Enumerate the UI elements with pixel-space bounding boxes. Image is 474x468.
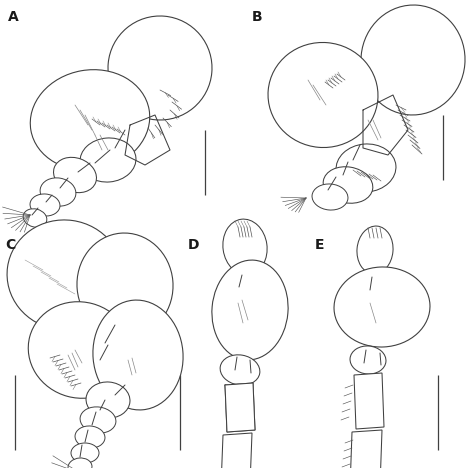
Text: C: C	[5, 238, 15, 252]
Text: D: D	[188, 238, 200, 252]
Polygon shape	[350, 430, 382, 468]
Ellipse shape	[350, 346, 386, 374]
Ellipse shape	[223, 219, 267, 275]
Ellipse shape	[23, 209, 47, 227]
Polygon shape	[354, 373, 384, 429]
Ellipse shape	[30, 70, 150, 170]
Ellipse shape	[68, 458, 92, 468]
Polygon shape	[225, 383, 255, 432]
Polygon shape	[221, 433, 252, 468]
Text: A: A	[8, 10, 19, 24]
Text: E: E	[315, 238, 325, 252]
Ellipse shape	[312, 184, 348, 210]
Ellipse shape	[71, 443, 99, 463]
Ellipse shape	[323, 167, 373, 203]
Ellipse shape	[75, 426, 105, 448]
Ellipse shape	[54, 157, 97, 193]
Ellipse shape	[77, 233, 173, 337]
Text: B: B	[252, 10, 263, 24]
Ellipse shape	[86, 382, 130, 418]
Ellipse shape	[220, 355, 260, 385]
Ellipse shape	[108, 16, 212, 120]
Ellipse shape	[40, 178, 76, 206]
Ellipse shape	[80, 407, 116, 433]
Ellipse shape	[80, 138, 136, 182]
Ellipse shape	[212, 260, 288, 360]
Ellipse shape	[7, 220, 123, 330]
Ellipse shape	[357, 226, 393, 274]
Ellipse shape	[30, 194, 60, 216]
Ellipse shape	[93, 300, 183, 410]
Ellipse shape	[334, 267, 430, 347]
Ellipse shape	[268, 43, 378, 147]
Ellipse shape	[361, 5, 465, 115]
Ellipse shape	[336, 144, 396, 192]
Ellipse shape	[28, 302, 132, 398]
